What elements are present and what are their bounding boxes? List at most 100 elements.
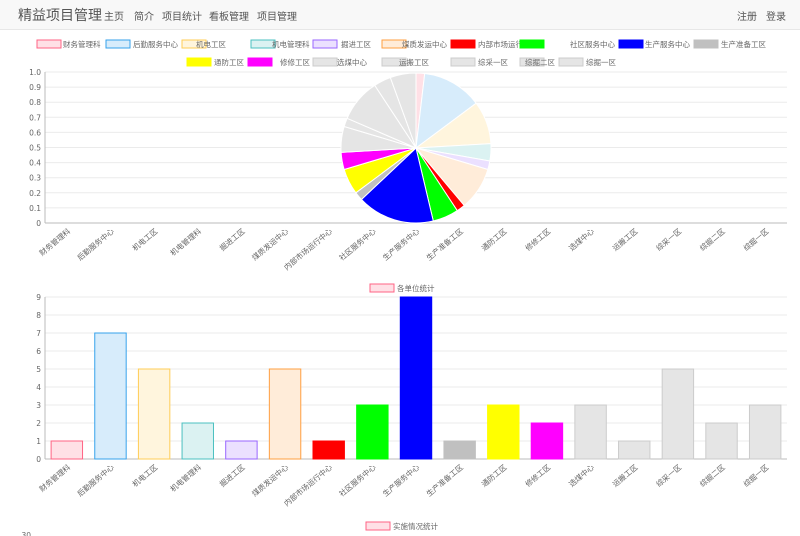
nav-home[interactable]: 主页 bbox=[104, 12, 124, 23]
legend-swatch bbox=[369, 283, 395, 293]
x-tick-label: 生产服务中心 bbox=[380, 226, 421, 263]
legend-swatch bbox=[312, 57, 338, 67]
bar bbox=[225, 440, 258, 460]
bar bbox=[312, 440, 345, 460]
legend-label: 后勤服务中心 bbox=[133, 39, 178, 49]
y-tick-label: 0 bbox=[36, 219, 41, 228]
y-tick-label: 0.1 bbox=[29, 204, 41, 213]
x-tick-label: 修修工区 bbox=[523, 462, 553, 489]
legend-label: 财务管理科 bbox=[63, 39, 101, 49]
x-tick-label: 社区服务中心 bbox=[337, 226, 378, 263]
x-tick-label: 生产服务中心 bbox=[380, 462, 421, 499]
bar bbox=[530, 422, 564, 460]
legend-swatch bbox=[250, 39, 276, 49]
bar bbox=[94, 332, 127, 460]
x-tick-label: 修修工区 bbox=[523, 226, 553, 253]
x-tick-label: 后勤服务中心 bbox=[75, 462, 116, 499]
x-tick-label: 选煤中心 bbox=[566, 226, 596, 253]
legend-swatch bbox=[186, 57, 212, 67]
legend-swatch bbox=[105, 39, 131, 49]
y-tick-label: 0 bbox=[36, 455, 41, 464]
brand-title[interactable]: 精益项目管理 bbox=[18, 8, 102, 24]
nav-login[interactable]: 登录 bbox=[766, 12, 786, 23]
legend-swatch bbox=[381, 39, 407, 49]
pie-slice bbox=[360, 147, 434, 224]
x-tick-label: 综掘一区 bbox=[741, 226, 771, 253]
y-tick-label: 0.8 bbox=[29, 98, 41, 107]
bar bbox=[618, 440, 651, 460]
legend-swatch bbox=[312, 39, 338, 49]
legend-swatch bbox=[519, 39, 545, 49]
nav-project-management[interactable]: 项目管理 bbox=[257, 12, 297, 23]
x-tick-label: 内部市场运行中心 bbox=[282, 226, 335, 273]
y-tick-label: 7 bbox=[36, 329, 41, 338]
x-tick-label: 生产准备工区 bbox=[424, 462, 465, 499]
x-tick-label: 综掘一区 bbox=[741, 462, 771, 489]
y-tick-label: 6 bbox=[36, 347, 41, 356]
y-tick-label: 30 bbox=[21, 531, 31, 536]
legend-label: 各单位统计 bbox=[397, 283, 435, 293]
bar bbox=[661, 368, 695, 460]
nav-intro[interactable]: 简介 bbox=[134, 12, 154, 23]
legend-swatch bbox=[381, 57, 407, 67]
bar bbox=[268, 368, 302, 460]
legend-swatch bbox=[247, 57, 273, 67]
x-tick-label: 掘进工区 bbox=[218, 226, 247, 252]
y-tick-label: 4 bbox=[36, 383, 41, 392]
nav-project-stats[interactable]: 项目统计 bbox=[162, 12, 202, 23]
bar bbox=[487, 404, 520, 460]
x-tick-label: 财务管理科 bbox=[37, 226, 73, 258]
legend-label: 机电工区 bbox=[196, 39, 226, 49]
y-tick-label: 0.2 bbox=[29, 189, 41, 198]
bar bbox=[574, 404, 607, 460]
x-tick-label: 社区服务中心 bbox=[337, 462, 378, 499]
x-tick-label: 财务管理科 bbox=[37, 462, 73, 494]
legend-label: 选煤中心 bbox=[337, 57, 367, 67]
y-tick-label: 0.6 bbox=[29, 128, 41, 137]
x-tick-label: 综采一区 bbox=[654, 226, 684, 253]
x-tick-label: 机电管理科 bbox=[168, 462, 204, 494]
legend-label: 实施情况统计 bbox=[393, 521, 438, 531]
x-tick-label: 后勤服务中心 bbox=[75, 226, 116, 263]
x-tick-label: 选煤中心 bbox=[566, 462, 596, 489]
navbar: 精益项目管理 主页 简介 项目统计 看板管理 项目管理 注册 登录 bbox=[0, 0, 800, 30]
legend-label: 综掘一区 bbox=[586, 57, 616, 67]
legend-swatch bbox=[450, 39, 476, 49]
x-tick-label: 通防工区 bbox=[479, 226, 509, 253]
bar bbox=[705, 422, 738, 460]
x-tick-label: 生产准备工区 bbox=[424, 226, 465, 263]
bar bbox=[137, 368, 171, 460]
y-tick-label: 2 bbox=[36, 419, 41, 428]
bar bbox=[399, 296, 433, 460]
y-tick-label: 8 bbox=[36, 311, 41, 320]
y-tick-label: 0.7 bbox=[29, 113, 41, 122]
nav-register[interactable]: 注册 bbox=[737, 12, 757, 23]
legend-swatch bbox=[693, 39, 719, 49]
y-tick-label: 3 bbox=[36, 401, 41, 410]
bar bbox=[181, 422, 214, 460]
bar bbox=[443, 440, 476, 460]
y-tick-label: 9 bbox=[36, 293, 41, 302]
legend-label: 综采一区 bbox=[478, 57, 508, 67]
x-tick-label: 运搬工区 bbox=[610, 462, 640, 489]
y-tick-label: 0.3 bbox=[29, 174, 41, 183]
nav-board-management[interactable]: 看板管理 bbox=[209, 12, 249, 23]
legend-swatch bbox=[365, 521, 391, 531]
legend-swatch bbox=[181, 39, 207, 49]
x-tick-label: 综掘二区 bbox=[697, 226, 727, 253]
x-tick-label: 机电管理科 bbox=[168, 226, 204, 258]
legend-swatch bbox=[519, 57, 545, 67]
legend-swatch bbox=[450, 57, 476, 67]
x-tick-label: 综掘二区 bbox=[697, 462, 727, 489]
y-tick-label: 5 bbox=[36, 365, 41, 374]
y-tick-label: 0.9 bbox=[29, 83, 41, 92]
legend-label: 煤质发运中心 bbox=[402, 39, 447, 49]
x-tick-label: 内部市场运行中心 bbox=[282, 462, 335, 509]
bar bbox=[50, 440, 84, 460]
legend-label: 内部市场运行中心 bbox=[478, 39, 538, 49]
x-tick-label: 机电工区 bbox=[130, 462, 160, 489]
legend-swatch bbox=[618, 39, 644, 49]
x-tick-label: 煤质发运中心 bbox=[249, 226, 290, 263]
x-tick-label: 掘进工区 bbox=[218, 462, 247, 488]
